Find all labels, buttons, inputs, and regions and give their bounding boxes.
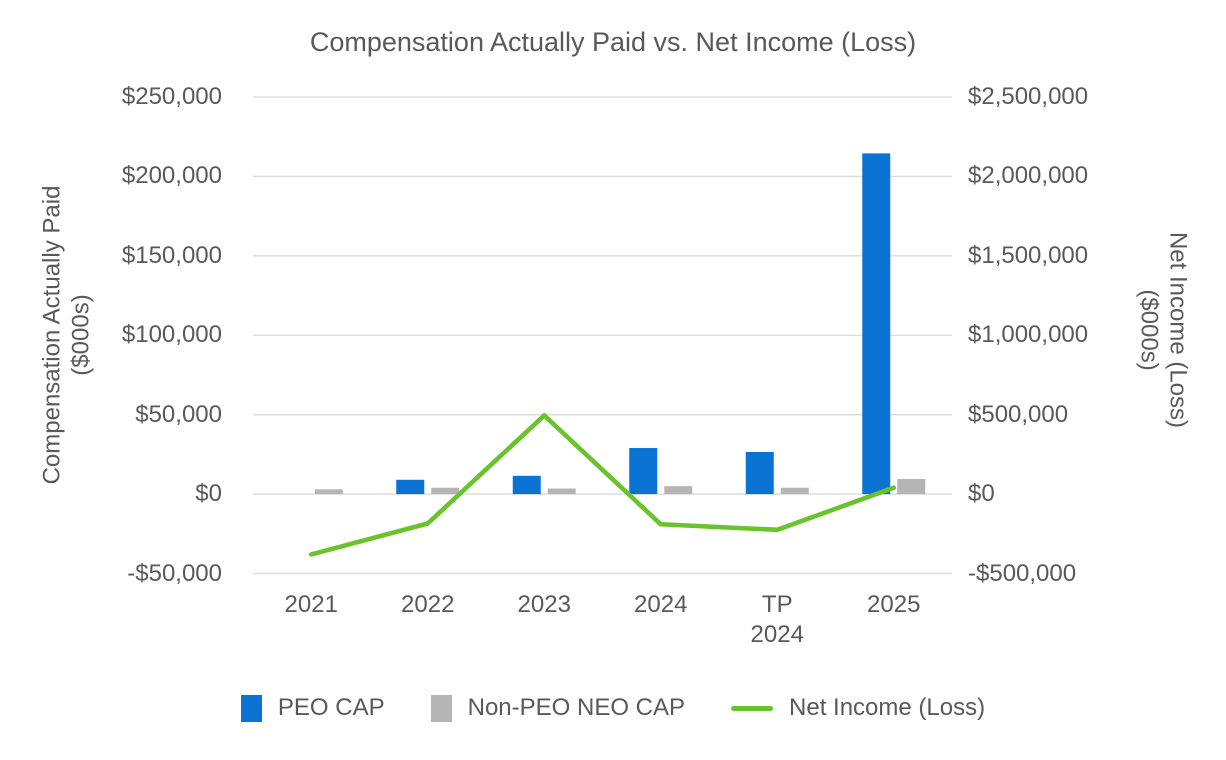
right-tick-label: $2,500,000 bbox=[968, 83, 1089, 110]
bar-non-peo-neo-cap bbox=[664, 486, 693, 495]
legend-item-non-peo-neo-cap: Non-PEO NEO CAP bbox=[430, 694, 686, 722]
left-tick-label: $250,000 bbox=[121, 83, 222, 110]
x-axis-label: 2021 bbox=[284, 591, 338, 618]
bar-non-peo-neo-cap bbox=[780, 487, 809, 495]
legend: PEO CAP Non-PEO NEO CAP Net Income (Loss… bbox=[0, 688, 1226, 728]
right-tick-label: $2,000,000 bbox=[968, 162, 1089, 190]
legend-label: Net Income (Loss) bbox=[789, 694, 986, 721]
x-axis-label: 2025 bbox=[867, 591, 921, 618]
bar-non-peo-neo-cap bbox=[897, 478, 926, 495]
left-tick-label: $100,000 bbox=[121, 321, 222, 349]
x-axis-label: 2024 bbox=[634, 591, 688, 618]
bar-non-peo-neo-cap bbox=[314, 489, 343, 495]
left-tick-label: $50,000 bbox=[135, 400, 222, 428]
right-tick-label: $1,000,000 bbox=[968, 321, 1089, 349]
non-peo-neo-cap-swatch-icon bbox=[430, 694, 452, 722]
line-net-income-loss- bbox=[308, 413, 897, 557]
bar-peo-cap bbox=[629, 448, 658, 495]
bar-peo-cap bbox=[396, 479, 425, 495]
net-income-line-swatch-icon bbox=[731, 705, 774, 711]
bar-peo-cap bbox=[512, 475, 541, 495]
bar-peo-cap bbox=[745, 451, 774, 495]
left-tick-label: $150,000 bbox=[121, 241, 222, 269]
chart-title: Compensation Actually Paid vs. Net Incom… bbox=[309, 27, 917, 57]
x-axis-label: TP 2024 bbox=[750, 591, 804, 648]
right-tick-label: $1,500,000 bbox=[968, 241, 1089, 269]
x-axis-label: 2022 bbox=[401, 591, 455, 618]
left-tick-label: $0 bbox=[195, 480, 222, 508]
right-tick-label: -$500,000 bbox=[968, 559, 1077, 587]
legend-label: Non-PEO NEO CAP bbox=[467, 694, 686, 721]
legend-label: PEO CAP bbox=[277, 694, 385, 721]
legend-item-peo-cap: PEO CAP bbox=[240, 694, 385, 722]
bar-peo-cap bbox=[862, 153, 891, 495]
right-tick-label: $500,000 bbox=[968, 400, 1069, 428]
left-tick-label: -$50,000 bbox=[127, 559, 222, 587]
bar-non-peo-neo-cap bbox=[547, 488, 576, 495]
legend-item-net-income: Net Income (Loss) bbox=[731, 694, 985, 722]
right-tick-label: $0 bbox=[968, 480, 995, 508]
peo-cap-swatch-icon bbox=[240, 694, 262, 722]
bar-non-peo-neo-cap bbox=[431, 487, 460, 495]
left-tick-label: $200,000 bbox=[121, 162, 222, 190]
x-axis-label: 2023 bbox=[517, 591, 571, 618]
